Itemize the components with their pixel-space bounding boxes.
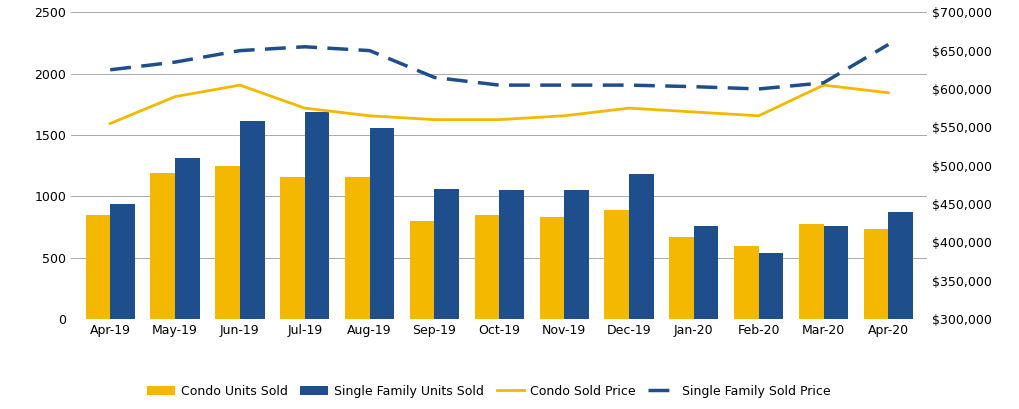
Condo Sold Price <box>428 117 440 122</box>
Single Family Sold Price <box>753 86 765 91</box>
Condo Sold Price <box>233 83 246 88</box>
Bar <box>345 177 370 319</box>
Single Family Sold Price <box>817 80 829 85</box>
Bar <box>823 227 848 319</box>
Condo Sold Price <box>104 121 116 126</box>
Single Family Sold Price <box>882 42 895 47</box>
Bar <box>434 189 460 319</box>
Bar <box>475 215 499 319</box>
Bar <box>539 217 565 319</box>
Bar <box>629 173 653 319</box>
Condo Sold Price <box>299 106 311 110</box>
Single Family Sold Price <box>623 83 635 88</box>
Bar <box>604 210 629 319</box>
Bar <box>864 229 889 319</box>
Bar <box>215 166 239 319</box>
Condo Sold Price <box>688 110 700 115</box>
Single Family Sold Price <box>688 84 700 89</box>
Single Family Sold Price <box>558 83 571 88</box>
Single Family Sold Price <box>104 67 116 72</box>
Condo Sold Price <box>882 90 895 95</box>
Bar <box>565 190 589 319</box>
Bar <box>280 177 305 319</box>
Single Family Sold Price <box>299 44 311 49</box>
Bar <box>305 112 329 319</box>
Bar <box>759 253 784 319</box>
Single Family Sold Price <box>233 48 246 53</box>
Single Family Sold Price <box>493 83 505 88</box>
Single Family Sold Price <box>169 60 181 65</box>
Bar <box>694 226 718 319</box>
Condo Sold Price <box>753 113 765 118</box>
Condo Sold Price <box>169 94 181 99</box>
Line: Condo Sold Price: Condo Sold Price <box>110 85 889 124</box>
Condo Sold Price <box>364 113 376 118</box>
Bar <box>734 246 759 319</box>
Single Family Sold Price <box>428 75 440 80</box>
Bar <box>110 204 135 319</box>
Bar <box>239 121 265 319</box>
Single Family Sold Price <box>364 48 376 53</box>
Bar <box>370 128 394 319</box>
Condo Sold Price <box>817 83 829 88</box>
Bar <box>799 224 823 319</box>
Condo Sold Price <box>558 113 571 118</box>
Bar <box>175 158 200 319</box>
Legend: Condo Units Sold, Single Family Units Sold, Condo Sold Price, Single Family Sold: Condo Units Sold, Single Family Units So… <box>143 380 836 403</box>
Bar <box>410 221 434 319</box>
Line: Single Family Sold Price: Single Family Sold Price <box>110 45 889 89</box>
Condo Sold Price <box>493 117 505 122</box>
Bar <box>86 215 110 319</box>
Bar <box>151 173 175 319</box>
Bar <box>669 237 694 319</box>
Bar <box>889 212 913 319</box>
Bar <box>499 190 524 319</box>
Condo Sold Price <box>623 106 635 110</box>
